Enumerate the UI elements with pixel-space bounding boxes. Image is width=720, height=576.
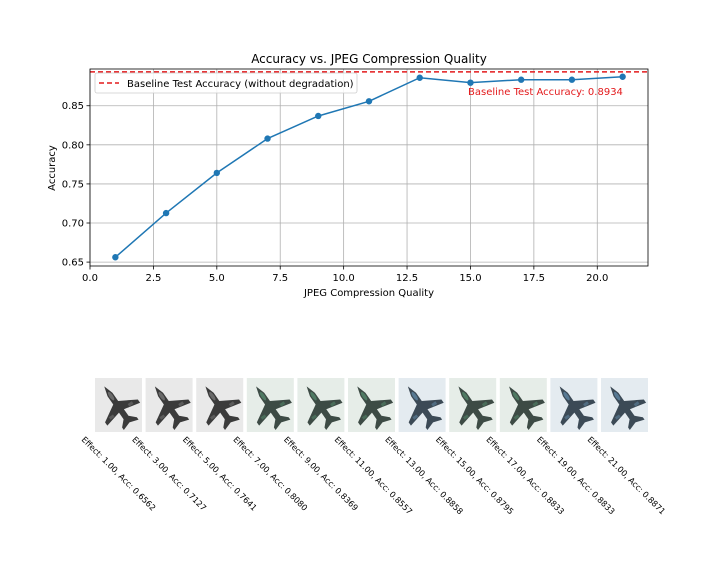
y-tick-label: 0.85 [62, 101, 84, 112]
thumbnail [398, 378, 446, 432]
legend-box [94, 72, 358, 94]
x-tick-label: 12.5 [396, 273, 418, 284]
thumbnail [246, 378, 294, 432]
jet-icon [458, 386, 495, 431]
data-point [467, 79, 474, 86]
data-point [112, 254, 119, 261]
jet-icon [256, 386, 292, 431]
thumbnail [449, 378, 497, 432]
legend-baseline-label: Baseline Test Accuracy (without degradat… [127, 79, 354, 90]
baseline-annotation: Baseline Test Accuracy: 0.8934 [468, 87, 623, 98]
jet-icon [407, 386, 444, 431]
thumbnail [499, 378, 547, 432]
y-tick-label: 0.80 [62, 140, 84, 151]
data-point [365, 98, 373, 105]
thumbnail [601, 378, 648, 432]
x-tick-label: 15.0 [459, 273, 481, 284]
data-point [619, 73, 626, 80]
legend: Baseline Test Accuracy (without degradat… [94, 72, 358, 94]
chart-title: Accuracy vs. JPEG Compression Quality [251, 52, 487, 66]
x-tick-label: 0.0 [82, 273, 98, 284]
thumbnail [297, 378, 345, 432]
jet-icon [559, 386, 596, 431]
thumbnail [196, 378, 244, 432]
x-tick-label: 17.5 [523, 273, 545, 284]
thumbnail [348, 378, 395, 432]
plot-frame [89, 68, 649, 267]
x-tick-label: 20.0 [586, 273, 608, 284]
series-layer [112, 73, 626, 261]
grid [89, 69, 648, 266]
data-point [416, 74, 423, 81]
y-axis-ticks: 0.65 0.70 0.75 0.80 0.85 [62, 101, 90, 269]
x-axis-ticks: 0.0 2.5 5.0 7.5 10.0 12.5 15.0 17.5 20.0 [82, 266, 608, 284]
plot-area: 0.0 2.5 5.0 7.5 10.0 12.5 15.0 17.5 20.0 0.65 0.7… [62, 68, 649, 284]
data-point [213, 169, 221, 177]
jet-icon [357, 386, 394, 431]
jet-icon [154, 386, 191, 431]
jet-icon [610, 386, 647, 431]
x-tick-label: 7.5 [272, 273, 288, 284]
y-tick-label: 0.65 [62, 258, 84, 269]
x-tick-label: 2.5 [145, 273, 161, 284]
thumbnail [550, 378, 598, 432]
y-axis-label: Accuracy [47, 145, 58, 191]
x-tick-label: 5.0 [209, 273, 225, 284]
x-tick-label: 10.0 [333, 273, 355, 284]
y-tick-label: 0.75 [62, 179, 84, 190]
x-axis-label: JPEG Compression Quality [303, 288, 434, 299]
thumbnail [95, 378, 142, 432]
jet-icon [205, 386, 242, 431]
jet-icon [104, 386, 141, 431]
data-point [162, 209, 170, 217]
jet-icon [509, 386, 545, 431]
thumbnail [145, 378, 193, 432]
data-point [264, 135, 271, 142]
data-point [517, 76, 525, 83]
data-point [315, 112, 322, 120]
y-tick-label: 0.70 [62, 219, 84, 230]
jet-icon [306, 386, 343, 431]
data-point [568, 76, 576, 83]
